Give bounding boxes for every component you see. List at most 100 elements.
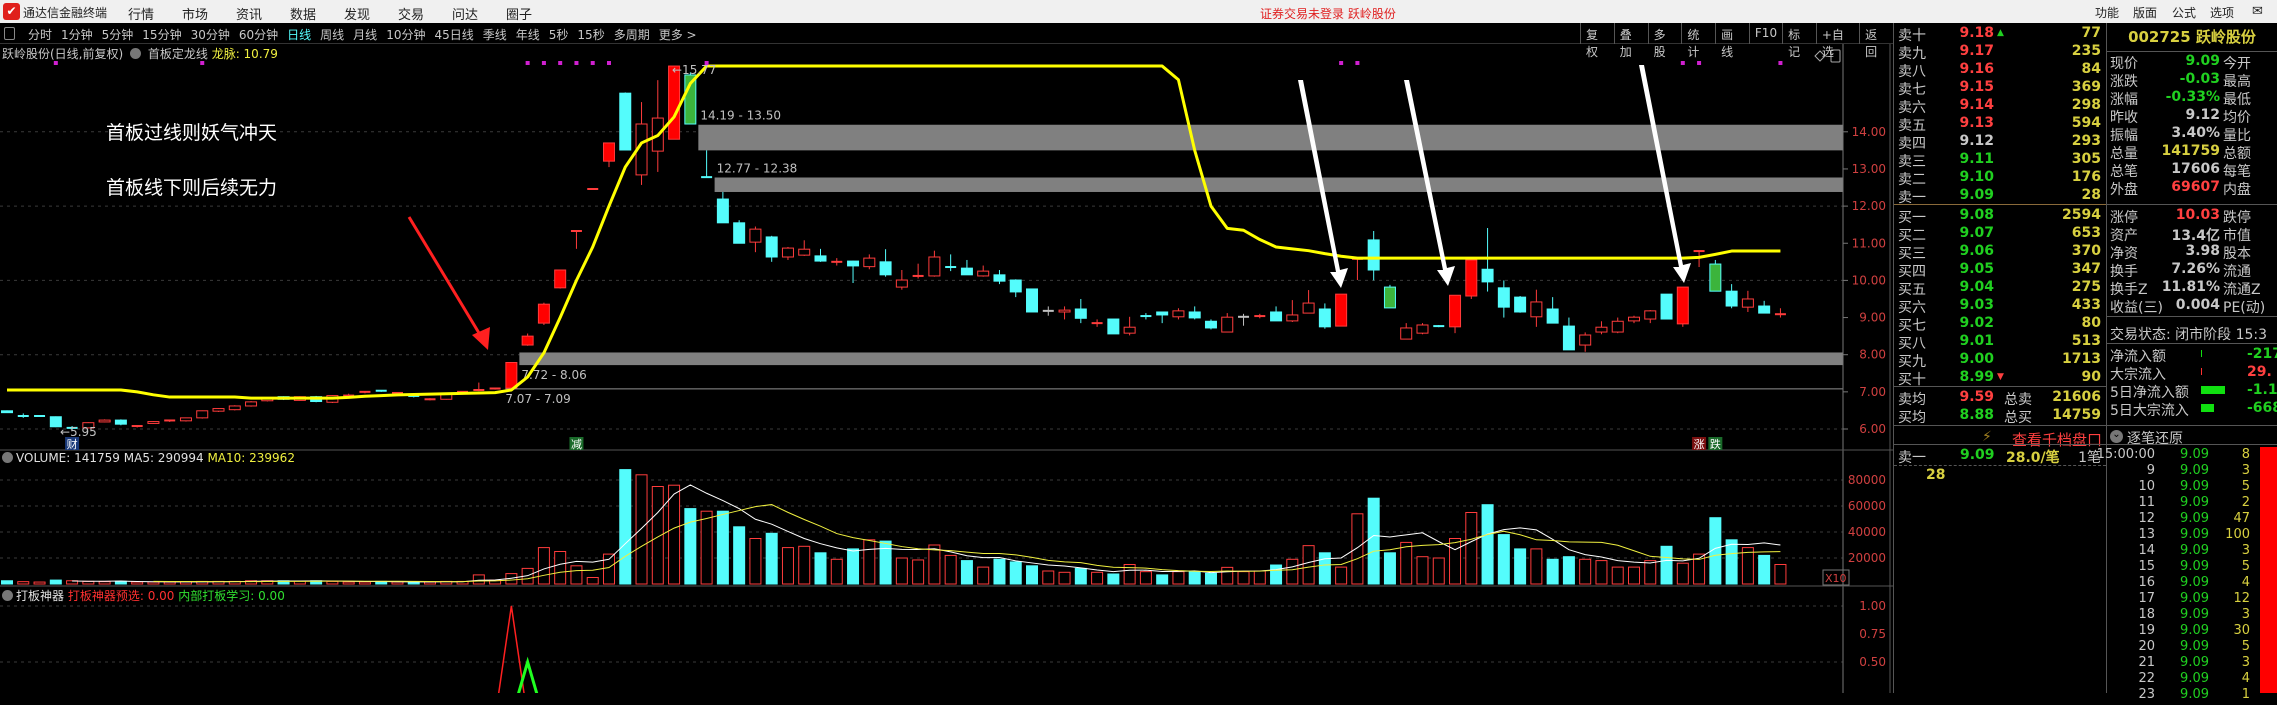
menu-layout[interactable]: 版面	[2133, 6, 2158, 20]
avg-price: 9.59	[1959, 389, 1994, 405]
quote-label: 总量	[2110, 146, 2138, 162]
volume-bar	[1497, 534, 1510, 585]
panel-toggle-icon[interactable]	[4, 27, 15, 40]
period-tab[interactable]: 季线	[482, 28, 507, 42]
kline-chart[interactable]: 14.19 - 13.50 12.77 - 12.38 7.72 - 8.06 7.0…	[0, 0, 1893, 693]
menu-item[interactable]: 市场	[182, 8, 209, 23]
mail-icon[interactable]: ✉	[2252, 4, 2263, 19]
quote-label: 涨幅	[2110, 92, 2138, 108]
quote-label: 收益(三)	[2110, 300, 2163, 316]
chart-corner-icons[interactable]	[1814, 49, 1841, 63]
candle-body	[977, 270, 990, 277]
tick-volume: 3	[2241, 543, 2250, 558]
quote-row: 换手 7.26% 流通	[2107, 261, 2277, 280]
tick-row: 15 9.09 5	[2107, 559, 2277, 577]
level-price: 9.01	[1959, 333, 1994, 349]
period-tab[interactable]: 更多 >	[658, 28, 697, 42]
signal-dot	[558, 61, 563, 65]
min-price-label: ←5.95	[60, 425, 97, 439]
menu-function[interactable]: 功能	[2095, 6, 2120, 20]
avg-buy-row: 买均 8.88 总买 14759	[1894, 407, 2106, 426]
volume-menu-icon[interactable]	[2, 452, 13, 463]
tick-volume: 3	[2241, 463, 2250, 478]
level-volume: 369	[2071, 79, 2101, 95]
volume-bar	[391, 581, 404, 585]
menu-formula[interactable]: 公式	[2172, 6, 2197, 20]
menu-item[interactable]: 行情	[128, 8, 155, 23]
period-tab[interactable]: 分时	[28, 28, 53, 42]
volume-bar	[1156, 574, 1169, 585]
volume-bar	[977, 566, 990, 585]
period-tab[interactable]: 5秒	[548, 28, 569, 42]
toolbar-button[interactable]: 复权	[1580, 23, 1614, 59]
toolbar-button[interactable]: 统计	[1681, 23, 1715, 59]
indicator-name[interactable]: 首板定龙线	[147, 47, 208, 61]
signal-dots	[53, 61, 1783, 65]
period-tab[interactable]: 30分钟	[190, 28, 230, 42]
volume-bar	[163, 581, 176, 585]
toolbar-button[interactable]: +自选	[1815, 23, 1859, 59]
period-tab[interactable]: 年线	[515, 28, 540, 42]
lightning-icon: ⚡	[1982, 429, 1992, 445]
fund-flow-bar	[2201, 404, 2214, 412]
price-tick-label: 8.00	[1859, 348, 1886, 362]
quote-label-2: 最低	[2223, 92, 2251, 108]
login-notice[interactable]: 证券交易未登录 跃岭股份	[1260, 7, 1396, 21]
toolbar-button[interactable]: 标记	[1782, 23, 1816, 59]
tick-volume: 4	[2241, 575, 2250, 590]
period-tab[interactable]: 多周期	[613, 28, 650, 42]
toolbar-button[interactable]: 叠加	[1613, 23, 1648, 59]
menu-item[interactable]: 圈子	[506, 8, 533, 23]
volume-bar	[82, 580, 95, 585]
period-tab[interactable]: 10分钟	[386, 28, 426, 42]
menu-item[interactable]: 交易	[398, 8, 425, 23]
quote-label-2: 流通Z	[2223, 282, 2261, 298]
volume-bar	[33, 581, 46, 585]
fund-flow-value: -217.	[2247, 346, 2277, 362]
candle-body	[895, 279, 908, 288]
volume-bar	[1253, 570, 1266, 585]
quote-label: 现价	[2110, 56, 2138, 72]
period-tab[interactable]: 15秒	[577, 28, 605, 42]
sell-level: 卖七 9.15 369	[1894, 79, 2106, 98]
volume-bar	[1595, 560, 1608, 585]
avg-price: 8.88	[1959, 407, 1994, 423]
trade-status: 交易状态: 闭市阶段 15:3	[2110, 327, 2268, 343]
quote-row: 昨收 9.12 均价	[2107, 107, 2277, 126]
period-tab[interactable]: 日线	[287, 28, 312, 42]
period-tab[interactable]: 周线	[320, 28, 345, 42]
toolbar-button[interactable]: 多股	[1647, 23, 1682, 59]
period-tab[interactable]: 60分钟	[238, 28, 279, 42]
volume-tick-label: 60000	[1848, 499, 1886, 513]
level-label: 卖八	[1898, 64, 1926, 80]
period-tab[interactable]: 15分钟	[142, 28, 182, 42]
tick-price: 9.09	[2180, 687, 2209, 702]
menu-options[interactable]: 选项	[2210, 6, 2235, 20]
period-tab[interactable]: 月线	[353, 28, 378, 42]
daban-menu-icon[interactable]	[2, 590, 13, 601]
tick-time: 14	[2138, 543, 2155, 558]
quote-value: 9.12	[2185, 107, 2220, 123]
period-tab[interactable]: 5分钟	[101, 28, 134, 42]
menu-item[interactable]: 资讯	[236, 8, 263, 23]
quote-value: 13.4亿	[2171, 228, 2220, 244]
toolbar-button[interactable]: 画线	[1715, 23, 1749, 59]
max-price-label: ←15.77	[672, 63, 716, 77]
tick-volume: 2	[2241, 495, 2250, 510]
indicator-menu-icon[interactable]	[130, 48, 142, 59]
quote-label-2: 流通	[2223, 264, 2251, 280]
menu-item[interactable]: 问达	[452, 8, 479, 23]
toolbar-button[interactable]: 返回	[1859, 23, 1893, 59]
toolbar-button[interactable]: F10	[1748, 23, 1782, 44]
menu-item[interactable]: 数据	[290, 8, 317, 23]
menu-item[interactable]: 发现	[344, 8, 371, 23]
period-tab[interactable]: 1分钟	[61, 28, 93, 42]
candle-body	[1286, 314, 1299, 322]
tick-time: 11	[2138, 495, 2155, 510]
period-tab[interactable]: 45日线	[434, 28, 474, 42]
tick-time: 20	[2138, 639, 2155, 654]
tick-row: 13 9.09 100	[2107, 527, 2277, 545]
annotation-text-2: 首板线下则后续无力	[106, 177, 277, 199]
quote-label-2: 内盘	[2223, 182, 2251, 198]
level-price: 9.18	[1959, 25, 1994, 41]
